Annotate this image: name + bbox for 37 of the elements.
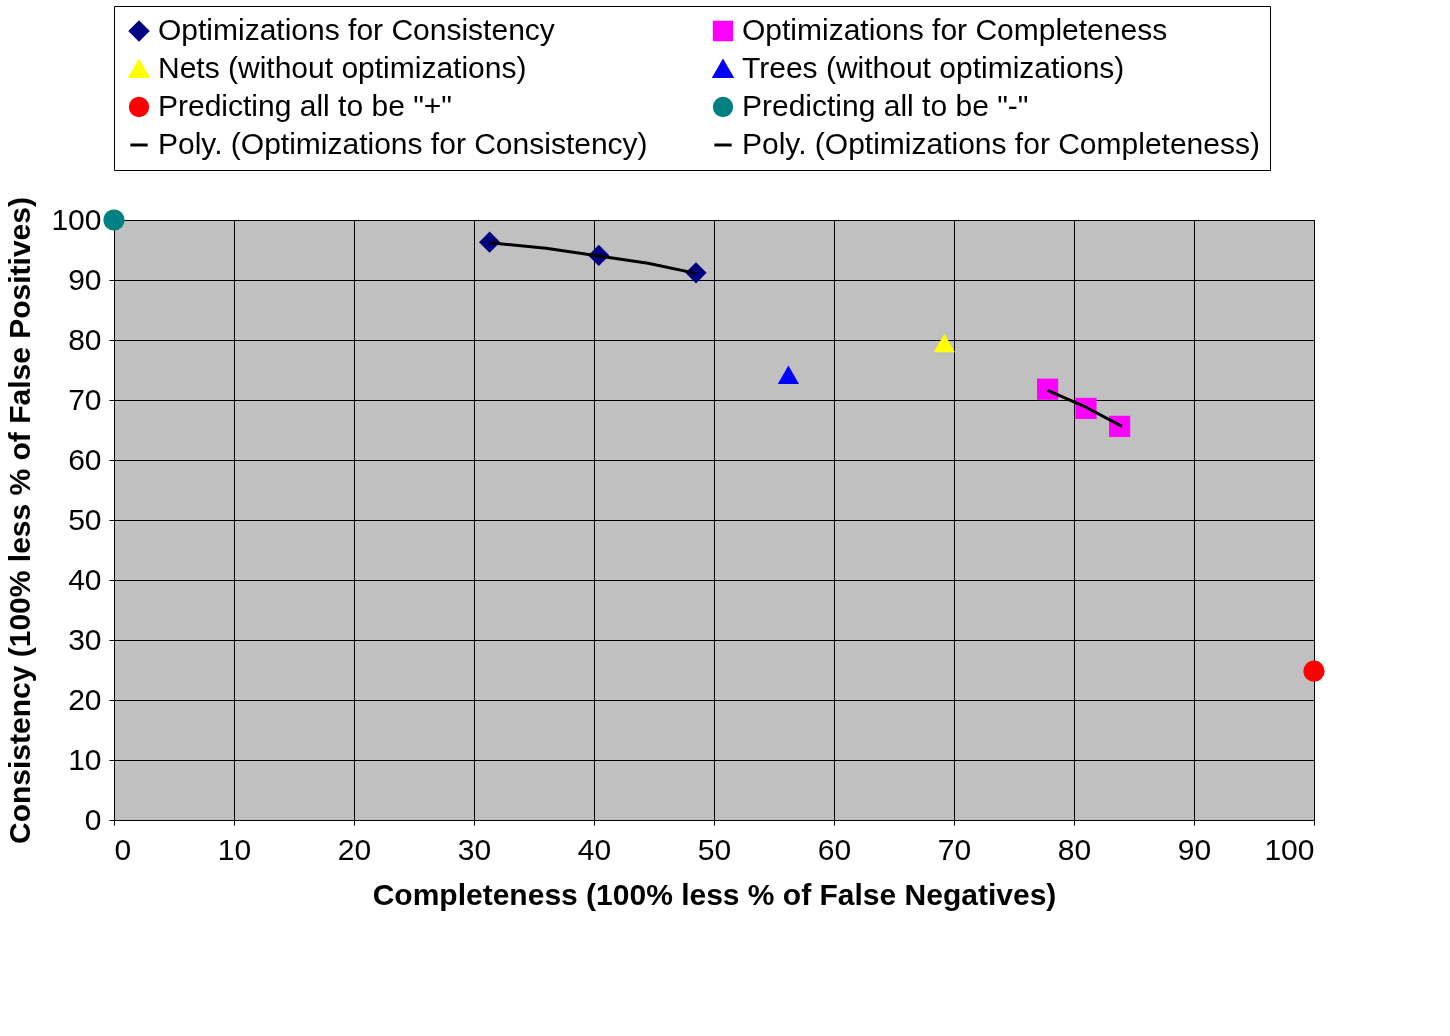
y-tick-label: 60 <box>68 442 102 476</box>
y-tick-label: 70 <box>68 382 102 416</box>
y-tick-label: 80 <box>68 322 102 356</box>
point <box>103 209 125 231</box>
legend-label: Optimizations for Completeness <box>742 13 1168 46</box>
x-tick-label: 50 <box>697 832 732 866</box>
y-tick-label: 90 <box>68 262 102 296</box>
x-tick-label: 60 <box>817 832 852 866</box>
y-tick-label: 40 <box>68 562 102 596</box>
x-tick-label: 100 <box>1264 832 1315 866</box>
x-tick-label: 10 <box>217 832 252 866</box>
legend-label: Poly. (Optimizations for Completeness) <box>742 127 1260 160</box>
y-axis-title: Consistency (100% less % of False Positives) <box>3 197 37 844</box>
point <box>1036 378 1059 400</box>
x-tick-label: 90 <box>1177 832 1212 866</box>
y-tick-label: 10 <box>68 742 102 776</box>
x-axis-title: Completeness (100% less % of False Negatives) <box>372 877 1057 911</box>
x-tick-label: 80 <box>1057 832 1092 866</box>
point <box>777 365 800 384</box>
y-tick-label: 100 <box>51 202 102 236</box>
point <box>933 333 956 353</box>
y-tick-label: 0 <box>84 802 102 836</box>
x-tick-label: 30 <box>457 832 492 866</box>
point <box>1303 660 1325 682</box>
legend-label: Optimizations for Consistency <box>158 13 555 46</box>
y-tick-label: 30 <box>68 622 102 656</box>
x-tick-label: 0 <box>114 832 132 866</box>
legend-label: Trees (without optimizations) <box>742 51 1125 84</box>
x-tick-label: 70 <box>937 832 972 866</box>
legend-label: Predicting all to be "-" <box>742 89 1029 122</box>
y-tick-label: 50 <box>68 502 102 536</box>
x-tick-label: 20 <box>337 832 372 866</box>
x-tick-label: 40 <box>577 832 612 866</box>
y-tick-label: 20 <box>68 682 102 716</box>
legend-label: Predicting all to be "+" <box>158 89 452 122</box>
legend-label: Nets (without optimizations) <box>158 51 527 84</box>
legend-label: Poly. (Optimizations for Consistency) <box>158 127 648 160</box>
